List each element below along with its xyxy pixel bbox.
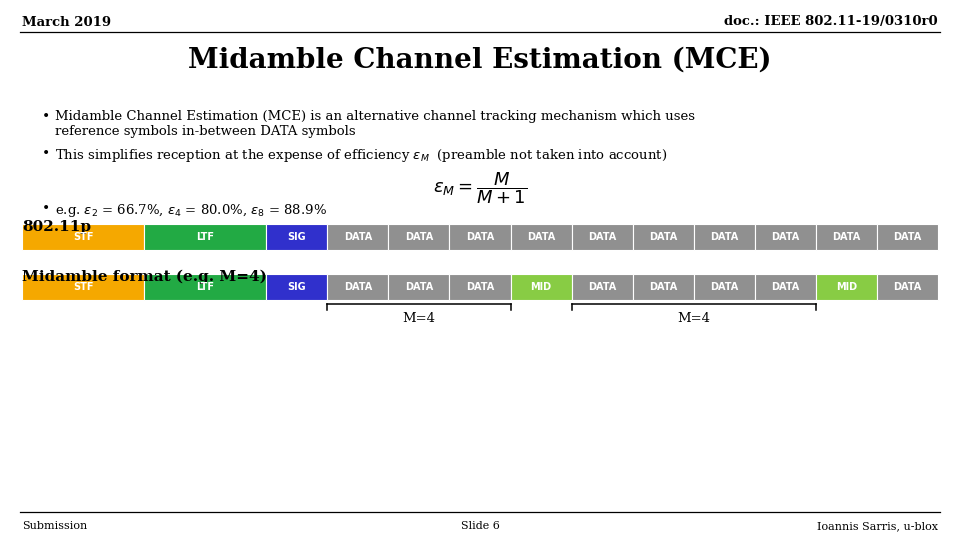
Text: March 2019: March 2019 bbox=[22, 16, 111, 29]
Text: Ioannis Sarris, u-blox: Ioannis Sarris, u-blox bbox=[817, 521, 938, 531]
Text: Midamble Channel Estimation (MCE) is an alternative channel tracking mechanism w: Midamble Channel Estimation (MCE) is an … bbox=[55, 110, 695, 123]
Bar bbox=[144, 274, 266, 300]
Text: •: • bbox=[42, 110, 50, 124]
Bar bbox=[144, 224, 266, 250]
Bar bbox=[22, 224, 144, 250]
Text: DATA: DATA bbox=[344, 232, 372, 242]
Text: MID: MID bbox=[836, 282, 857, 292]
Text: DATA: DATA bbox=[405, 282, 433, 292]
Bar bbox=[755, 224, 816, 250]
Text: reference symbols in-between DATA symbols: reference symbols in-between DATA symbol… bbox=[55, 125, 355, 138]
Text: LTF: LTF bbox=[196, 232, 214, 242]
Text: DATA: DATA bbox=[405, 232, 433, 242]
Text: DATA: DATA bbox=[588, 282, 616, 292]
Text: STF: STF bbox=[73, 282, 93, 292]
Text: Midamble format (e.g. M=4): Midamble format (e.g. M=4) bbox=[22, 270, 267, 285]
Text: Slide 6: Slide 6 bbox=[461, 521, 499, 531]
Bar bbox=[816, 224, 876, 250]
Bar bbox=[694, 224, 755, 250]
Text: DATA: DATA bbox=[649, 282, 678, 292]
Text: DATA: DATA bbox=[894, 282, 922, 292]
Bar bbox=[449, 224, 511, 250]
Text: M=4: M=4 bbox=[402, 312, 436, 325]
Text: e.g. $\varepsilon_2$ = 66.7%, $\varepsilon_4$ = 80.0%, $\varepsilon_8$ = 88.9%: e.g. $\varepsilon_2$ = 66.7%, $\varepsil… bbox=[55, 202, 327, 219]
Text: 802.11p: 802.11p bbox=[22, 220, 91, 234]
Bar bbox=[266, 274, 327, 300]
Bar bbox=[22, 274, 144, 300]
Text: DATA: DATA bbox=[771, 232, 800, 242]
Text: DATA: DATA bbox=[832, 232, 860, 242]
Bar bbox=[876, 274, 938, 300]
Bar bbox=[266, 224, 327, 250]
Text: doc.: IEEE 802.11-19/0310r0: doc.: IEEE 802.11-19/0310r0 bbox=[725, 16, 938, 29]
Text: DATA: DATA bbox=[588, 232, 616, 242]
Text: $\varepsilon_M = \dfrac{M}{M+1}$: $\varepsilon_M = \dfrac{M}{M+1}$ bbox=[433, 170, 527, 206]
Bar bbox=[389, 274, 449, 300]
Text: MID: MID bbox=[531, 282, 552, 292]
Text: DATA: DATA bbox=[527, 232, 555, 242]
Text: M=4: M=4 bbox=[677, 312, 710, 325]
Text: SIG: SIG bbox=[287, 282, 306, 292]
Text: Midamble Channel Estimation (MCE): Midamble Channel Estimation (MCE) bbox=[188, 46, 772, 73]
Text: This simplifies reception at the expense of efficiency $\varepsilon_M$  (preambl: This simplifies reception at the expense… bbox=[55, 147, 667, 164]
Text: SIG: SIG bbox=[287, 232, 306, 242]
Bar bbox=[327, 274, 389, 300]
Bar bbox=[571, 224, 633, 250]
Text: DATA: DATA bbox=[649, 232, 678, 242]
Bar bbox=[571, 274, 633, 300]
Bar bbox=[633, 224, 694, 250]
Text: •: • bbox=[42, 147, 50, 161]
Bar bbox=[511, 224, 571, 250]
Bar bbox=[755, 274, 816, 300]
Text: DATA: DATA bbox=[771, 282, 800, 292]
Bar bbox=[389, 224, 449, 250]
Bar bbox=[694, 274, 755, 300]
Text: Submission: Submission bbox=[22, 521, 87, 531]
Text: DATA: DATA bbox=[710, 232, 738, 242]
Bar bbox=[327, 224, 389, 250]
Bar bbox=[449, 274, 511, 300]
Bar bbox=[511, 274, 571, 300]
Bar bbox=[633, 274, 694, 300]
Text: STF: STF bbox=[73, 232, 93, 242]
Text: DATA: DATA bbox=[466, 282, 494, 292]
Bar bbox=[876, 224, 938, 250]
Bar bbox=[816, 274, 876, 300]
Text: DATA: DATA bbox=[710, 282, 738, 292]
Text: DATA: DATA bbox=[894, 232, 922, 242]
Text: •: • bbox=[42, 202, 50, 216]
Text: DATA: DATA bbox=[344, 282, 372, 292]
Text: DATA: DATA bbox=[466, 232, 494, 242]
Text: LTF: LTF bbox=[196, 282, 214, 292]
